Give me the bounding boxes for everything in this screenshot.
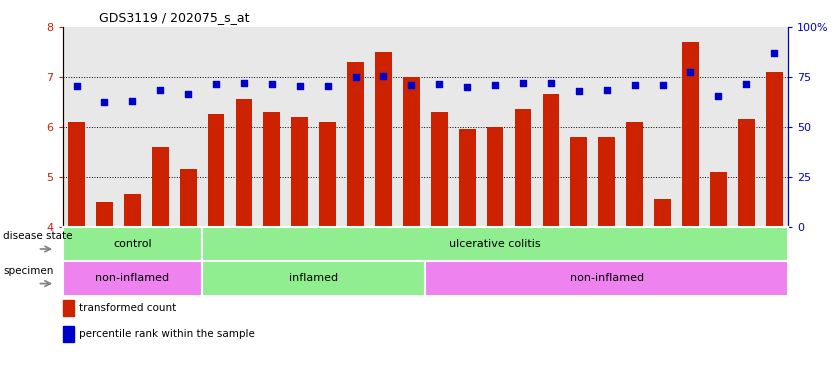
Point — [489, 82, 502, 88]
Bar — [598, 137, 615, 227]
Bar — [208, 114, 224, 227]
Bar — [68, 122, 85, 227]
Text: non-inflamed: non-inflamed — [570, 273, 644, 283]
Point — [711, 93, 725, 99]
Bar — [654, 199, 671, 227]
Text: inflamed: inflamed — [289, 273, 339, 283]
Point — [377, 73, 390, 79]
Bar — [515, 109, 531, 227]
Bar — [63, 300, 74, 316]
Point — [767, 50, 781, 56]
Bar — [202, 227, 788, 261]
Point — [628, 82, 641, 88]
Bar — [63, 326, 74, 342]
Point — [126, 98, 139, 104]
Bar — [459, 129, 475, 227]
Point — [404, 82, 418, 88]
Point — [740, 81, 753, 87]
Point — [545, 80, 558, 86]
Bar — [710, 172, 726, 227]
Text: non-inflamed: non-inflamed — [95, 273, 169, 283]
Bar — [63, 261, 202, 296]
Point — [460, 84, 474, 90]
Point — [293, 83, 306, 89]
Point — [265, 81, 279, 87]
Bar — [347, 62, 364, 227]
Bar — [152, 147, 168, 227]
Text: percentile rank within the sample: percentile rank within the sample — [78, 329, 254, 339]
Bar — [291, 117, 308, 227]
Bar — [766, 72, 782, 227]
Point — [600, 87, 614, 93]
Bar — [403, 77, 420, 227]
Bar — [425, 261, 788, 296]
Bar — [235, 99, 253, 227]
Point — [516, 80, 530, 86]
Bar — [124, 194, 141, 227]
Point — [321, 83, 334, 89]
Bar — [543, 94, 560, 227]
Bar — [63, 227, 202, 261]
Point — [684, 69, 697, 75]
Point — [656, 82, 669, 88]
Point — [70, 83, 83, 89]
Bar — [375, 52, 392, 227]
Point — [349, 74, 362, 80]
Bar — [319, 122, 336, 227]
Bar — [682, 42, 699, 227]
Point — [98, 99, 111, 105]
Point — [153, 87, 167, 93]
Bar — [431, 112, 448, 227]
Point — [182, 91, 195, 97]
Text: GDS3119 / 202075_s_at: GDS3119 / 202075_s_at — [98, 11, 249, 24]
Bar — [626, 122, 643, 227]
Bar — [570, 137, 587, 227]
Point — [209, 81, 223, 87]
Point — [237, 80, 250, 86]
Bar — [202, 261, 425, 296]
Bar — [264, 112, 280, 227]
Bar — [180, 169, 197, 227]
Text: disease state: disease state — [3, 231, 73, 241]
Point — [572, 88, 585, 94]
Text: transformed count: transformed count — [78, 303, 176, 313]
Bar — [487, 127, 504, 227]
Bar — [738, 119, 755, 227]
Text: specimen: specimen — [3, 266, 53, 276]
Text: ulcerative colitis: ulcerative colitis — [450, 239, 541, 249]
Bar — [96, 202, 113, 227]
Point — [433, 81, 446, 87]
Text: control: control — [113, 239, 152, 249]
